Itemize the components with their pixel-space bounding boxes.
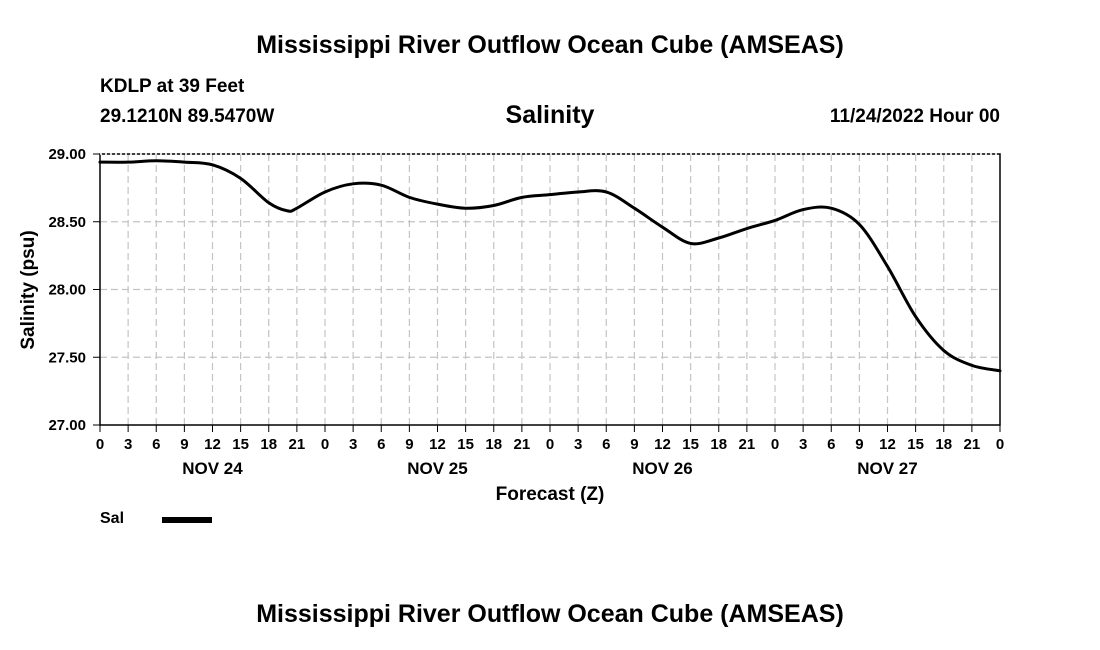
- date-label: NOV 25: [407, 459, 467, 478]
- x-tick-label: 21: [739, 436, 756, 453]
- x-tick-label: 15: [232, 436, 249, 453]
- chart-title: Mississippi River Outflow Ocean Cube (AM…: [256, 31, 844, 59]
- y-tick-labels: 27.00 27.50 28.00 28.50 29.00: [48, 146, 86, 434]
- x-tick-label: 6: [152, 436, 160, 453]
- x-tick-label: 0: [96, 436, 104, 453]
- x-tick-label: 3: [574, 436, 582, 453]
- coordinates-label: 29.1210N 89.5470W: [100, 106, 275, 127]
- x-tick-label: 12: [204, 436, 221, 453]
- x-tick-label: 18: [710, 436, 727, 453]
- x-tick-label: 18: [485, 436, 502, 453]
- series-layer: [98, 159, 1002, 373]
- x-tick-label: 12: [429, 436, 446, 453]
- x-tick-label: 15: [907, 436, 924, 453]
- x-tick-label: 0: [321, 436, 329, 453]
- y-tick-label: 29.00: [48, 146, 86, 163]
- series-line-sal: [98, 159, 1002, 373]
- x-tick-label: 3: [349, 436, 357, 453]
- x-tick-labels: 0 3 6 9 12 15 18 21 0 3 6 9 12 15 18 21 0 3 6 9 12 15 18 21 0 3 6 9…: [96, 436, 1004, 453]
- x-tick-label: 3: [799, 436, 807, 453]
- x-tick-label: 6: [377, 436, 385, 453]
- date-label: NOV 26: [632, 459, 692, 478]
- date-label: NOV 24: [182, 459, 243, 478]
- station-label: KDLP at 39 Feet: [100, 76, 245, 97]
- x-tick-label: 9: [855, 436, 863, 453]
- y-tick-label: 27.50: [48, 349, 86, 366]
- x-tick-label: 0: [996, 436, 1004, 453]
- legend-label: Sal: [100, 510, 125, 527]
- x-tick-label: 15: [457, 436, 474, 453]
- legend-swatch: [162, 517, 212, 523]
- x-tick-label: 15: [682, 436, 699, 453]
- x-tick-label: 18: [260, 436, 277, 453]
- x-tick-label: 9: [180, 436, 188, 453]
- y-axis-title: Salinity (psu): [18, 230, 39, 349]
- x-tick-label: 9: [630, 436, 638, 453]
- x-tick-label: 21: [514, 436, 531, 453]
- x-tick-label: 0: [546, 436, 554, 453]
- x-tick-label: 21: [964, 436, 981, 453]
- date-label: NOV 27: [857, 459, 917, 478]
- x-tick-label: 12: [879, 436, 896, 453]
- y-tick-label: 28.50: [48, 214, 86, 231]
- x-tick-label: 18: [935, 436, 952, 453]
- forecast-datetime: 11/24/2022 Hour 00: [829, 106, 1000, 127]
- x-tick-label: 12: [654, 436, 671, 453]
- chart-subtitle: Salinity: [505, 101, 595, 129]
- y-tick-label: 27.00: [48, 417, 86, 434]
- x-tick-label: 0: [771, 436, 779, 453]
- grid-lines: [100, 154, 1000, 425]
- x-tick-label: 21: [289, 436, 306, 453]
- footer-title: Mississippi River Outflow Ocean Cube (AM…: [256, 600, 844, 628]
- x-tick-label: 6: [602, 436, 610, 453]
- axis-ticks: [93, 153, 1001, 432]
- x-tick-label: 6: [827, 436, 835, 453]
- y-tick-label: 28.00: [48, 282, 86, 299]
- date-labels: NOV 24 NOV 25 NOV 26 NOV 27: [182, 459, 917, 478]
- x-tick-label: 9: [405, 436, 413, 453]
- x-axis-title: Forecast (Z): [496, 484, 605, 505]
- x-tick-label: 3: [124, 436, 132, 453]
